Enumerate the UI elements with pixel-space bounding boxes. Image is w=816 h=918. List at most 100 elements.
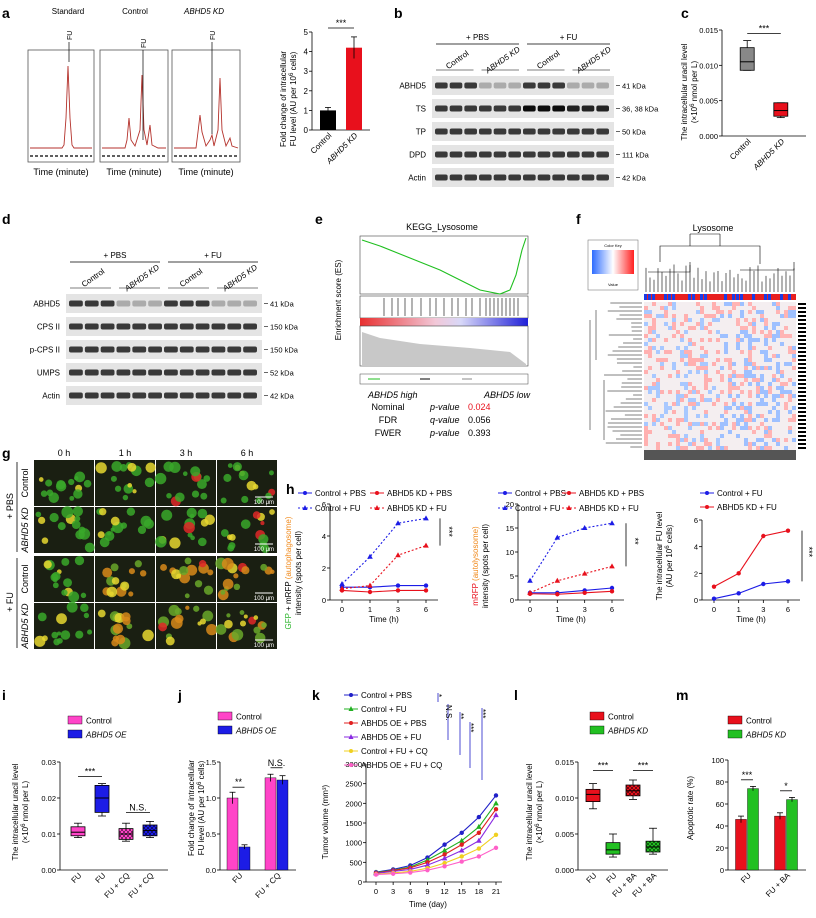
heatmap-cell xyxy=(736,346,740,350)
heatmap-cell xyxy=(752,318,756,322)
heatmap-cell xyxy=(716,370,720,374)
d-kda-label: 52 kDa xyxy=(270,369,295,378)
heatmap-cell xyxy=(752,442,756,446)
group-bar-stripe xyxy=(664,294,667,300)
micrograph-row-labels: Control ABHD5 KD Control ABHD5 KD + PBS + FU xyxy=(5,462,30,650)
heatmap-cell xyxy=(688,338,692,342)
m-legend-label: Control xyxy=(746,717,772,726)
heatmap-cell xyxy=(756,382,760,386)
h1-y-tick-label: 2 xyxy=(322,564,326,573)
heatmap-cell xyxy=(696,422,700,426)
m-y-tick-label: 0 xyxy=(720,866,724,875)
b-lane-label: Control xyxy=(535,49,561,71)
heatmap-cell xyxy=(676,434,680,438)
heatmap-cell xyxy=(728,310,732,314)
cell-blob xyxy=(184,557,192,565)
heatmap-cell xyxy=(676,374,680,378)
cell-blob xyxy=(35,511,42,518)
heatmap-cell xyxy=(748,346,752,350)
cell-blob xyxy=(197,621,202,626)
cell-blob xyxy=(183,521,195,534)
heatmap-cell xyxy=(784,438,788,442)
heatmap-cell xyxy=(788,398,792,402)
group-bar-stripe xyxy=(648,294,651,300)
heatmap-cell xyxy=(716,350,720,354)
h2-point xyxy=(527,577,533,583)
cell-blob xyxy=(139,570,147,577)
heatmap-cell xyxy=(728,394,732,398)
h2-legend-marker xyxy=(567,491,571,495)
b-band xyxy=(508,151,521,158)
b-kda-label: 42 kDa xyxy=(622,174,647,183)
cell-blob xyxy=(200,518,209,527)
heatmap-cell xyxy=(660,358,664,362)
m-bar xyxy=(735,819,747,871)
heatmap-cell xyxy=(704,382,708,386)
heatmap-cell xyxy=(748,406,752,410)
heatmap-cell xyxy=(672,410,676,414)
heatmap-cell xyxy=(772,354,776,358)
heatmap-cell xyxy=(756,378,760,382)
d-lane-label: ABHD5 KD xyxy=(122,263,161,294)
m-bar xyxy=(786,799,798,871)
heatmap-cell xyxy=(652,330,656,334)
b-row-label: ABHD5 xyxy=(399,82,426,91)
b-band xyxy=(523,105,536,112)
heatmap-cell xyxy=(780,390,784,394)
heatmap-cell xyxy=(740,426,744,430)
h3-point xyxy=(711,584,717,589)
j-bar xyxy=(238,846,251,871)
heatmap-cell xyxy=(696,322,700,326)
heatmap-cell xyxy=(656,394,660,398)
h3-x-tick-label: 6 xyxy=(786,605,790,614)
heatmap-cell xyxy=(764,354,768,358)
heatmap-cell xyxy=(680,418,684,422)
h3-y-tick-label: 0 xyxy=(694,596,698,605)
cell-blob xyxy=(161,509,173,521)
heatmap-cell xyxy=(744,374,748,378)
heatmap-cell xyxy=(708,378,712,382)
heatmap-cell xyxy=(656,314,660,318)
heatmap-row-label xyxy=(798,391,806,393)
cell-blob xyxy=(51,631,59,639)
heatmap-cell xyxy=(684,410,688,414)
cell-blob xyxy=(34,635,46,647)
heatmap-cell xyxy=(728,382,732,386)
heatmap-cell xyxy=(652,318,656,322)
cell-blob xyxy=(265,492,272,500)
c-ylabel-line1: The intracellular uracil level xyxy=(680,43,689,140)
heatmap-row-label xyxy=(798,403,806,405)
b-band xyxy=(567,105,580,112)
heatmap-cell xyxy=(648,350,652,354)
heatmap-cell xyxy=(748,342,752,346)
xaxis-label-control: Time (minute) xyxy=(106,167,161,177)
h2-y-tick-label: 10 xyxy=(506,548,514,557)
cell-blob xyxy=(174,492,185,503)
cell-blob xyxy=(87,629,93,635)
heatmap-cell xyxy=(756,446,760,450)
cell-blob xyxy=(83,479,92,488)
h1-y-tick-label: 0 xyxy=(322,596,326,605)
heatmap-cell xyxy=(764,322,768,326)
heatmap-cell xyxy=(784,402,788,406)
heatmap-cell xyxy=(736,302,740,306)
k-point xyxy=(493,793,499,798)
heatmap-cell xyxy=(700,310,704,314)
heatmap-cell xyxy=(696,390,700,394)
cell-blob xyxy=(97,531,105,539)
h2-point xyxy=(554,534,561,540)
heatmap-cell xyxy=(752,418,756,422)
m-ylabel: Apoptotic rate (%) xyxy=(686,776,695,840)
heatmap-cell xyxy=(704,362,708,366)
column-dendrogram xyxy=(645,233,795,292)
b-band xyxy=(552,105,565,112)
cell-blob xyxy=(72,506,83,517)
heatmap-cell xyxy=(772,398,776,402)
m-y-tick-label: 100 xyxy=(711,756,724,765)
h1-legend-label: ABHD5 KD + FU xyxy=(387,504,447,513)
m-category-label: FU + BA xyxy=(764,871,792,899)
heatmap-cell xyxy=(688,342,692,346)
heatmap-cell xyxy=(724,406,728,410)
